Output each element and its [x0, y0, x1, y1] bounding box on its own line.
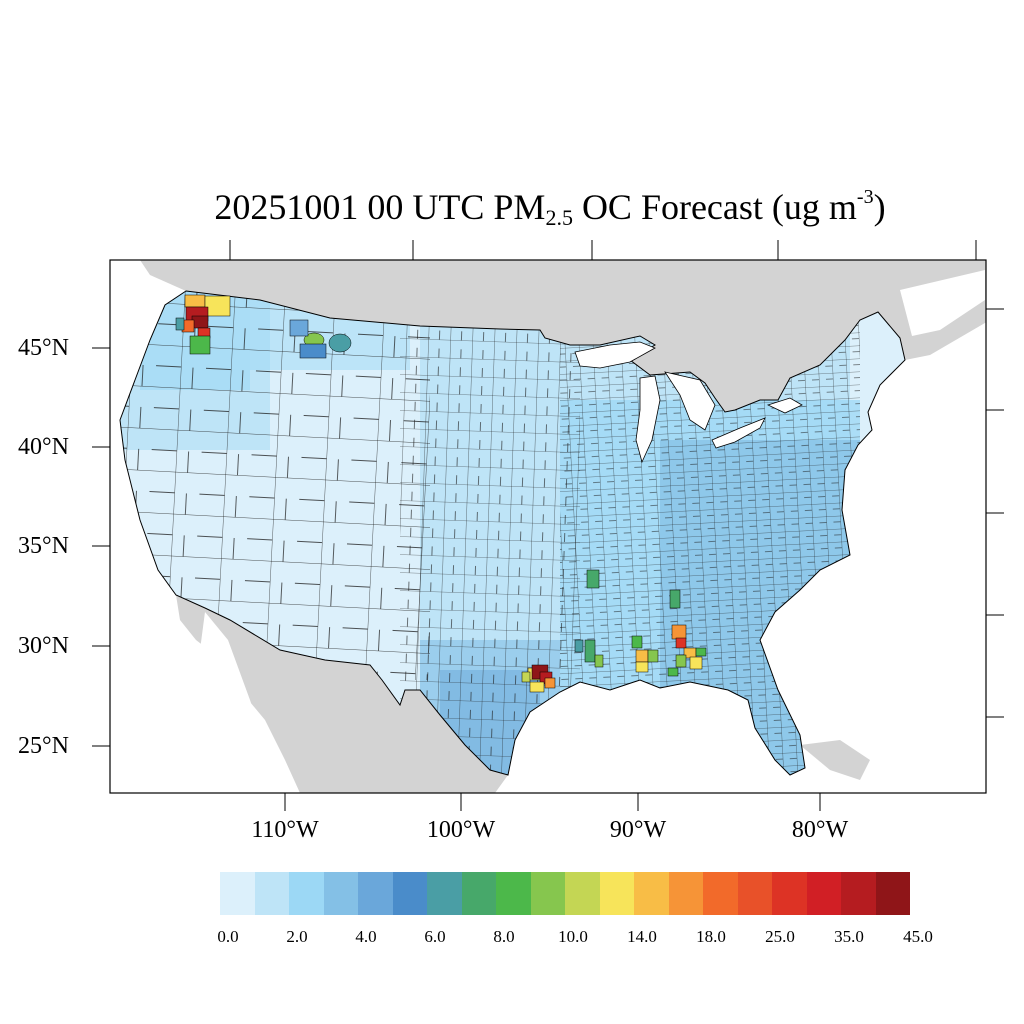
- mexico-land: [176, 595, 508, 793]
- lon-label-80: 80°W: [791, 817, 849, 843]
- colorbar-swatch: [634, 872, 669, 915]
- lake-erie: [711, 417, 766, 449]
- colorbar-tick-label: 18.0: [696, 927, 726, 946]
- colorbar-tick-label: 35.0: [834, 927, 864, 946]
- colorbar-tick-label: 10.0: [558, 927, 588, 946]
- colorbar-swatch: [703, 872, 738, 915]
- lake-ontario: [766, 397, 803, 414]
- lat-label-25: 25°N: [18, 733, 69, 759]
- colorbar-swatch: [323, 872, 358, 915]
- colorbar-tick-label: 25.0: [765, 927, 795, 946]
- colorbar-swatch: [530, 872, 565, 915]
- colorbar-swatch: [496, 872, 531, 915]
- lat-label-40: 40°N: [18, 434, 69, 460]
- colorbar-swatch: [427, 872, 462, 915]
- colorbar: [220, 872, 910, 915]
- colorbar-swatch: [565, 872, 600, 915]
- canada-land: [140, 260, 986, 412]
- lake-superior: [574, 341, 656, 369]
- colorbar-swatch: [289, 872, 324, 915]
- colorbar-swatch: [254, 872, 289, 915]
- lat-label-30: 30°N: [18, 633, 69, 659]
- colorbar-swatch: [806, 872, 841, 915]
- lon-label-100: 100°W: [426, 817, 496, 843]
- map-title: 20251001 00 UTC PM2.5 OC Forecast (ug m-…: [214, 186, 886, 230]
- colorbar-swatch: [220, 872, 255, 915]
- colorbar-swatch: [358, 872, 393, 915]
- hotspot-northern-idaho: [175, 294, 231, 355]
- colorbar-tick-label: 14.0: [627, 927, 657, 946]
- lat-label-35: 35°N: [18, 533, 69, 559]
- colorbar-tick-label: 8.0: [493, 927, 515, 946]
- cuba-land: [800, 740, 870, 780]
- colorbar-tick-label: 45.0: [903, 927, 933, 946]
- lon-label-110: 110°W: [251, 817, 319, 843]
- baja-gulf: [200, 612, 270, 793]
- colorbar-swatch: [737, 872, 772, 915]
- colorbar-tick-label: 6.0: [424, 927, 446, 946]
- colorbar-swatch: [461, 872, 496, 915]
- lat-label-45: 45°N: [18, 335, 69, 361]
- colorbar-tick-label: 0.0: [217, 927, 239, 946]
- hotspot-houston: [521, 569, 604, 693]
- colorbar-swatch: [392, 872, 427, 915]
- colorbar-swatch: [599, 872, 634, 915]
- colorbar-tick-label: 2.0: [286, 927, 308, 946]
- colorbar-swatch: [875, 872, 910, 915]
- hotspot-montana: [289, 319, 352, 359]
- lon-label-90: 90°W: [609, 817, 667, 843]
- hotspot-gulf-states: [631, 589, 707, 677]
- colorbar-tick-label: 4.0: [355, 927, 377, 946]
- hudson-land: [900, 270, 985, 336]
- colorbar-swatch: [668, 872, 703, 915]
- colorbar-swatch: [772, 872, 807, 915]
- lake-huron: [664, 371, 716, 431]
- colorbar-swatch: [841, 872, 876, 915]
- lake-michigan: [635, 375, 661, 464]
- map-frame: [92, 240, 1004, 811]
